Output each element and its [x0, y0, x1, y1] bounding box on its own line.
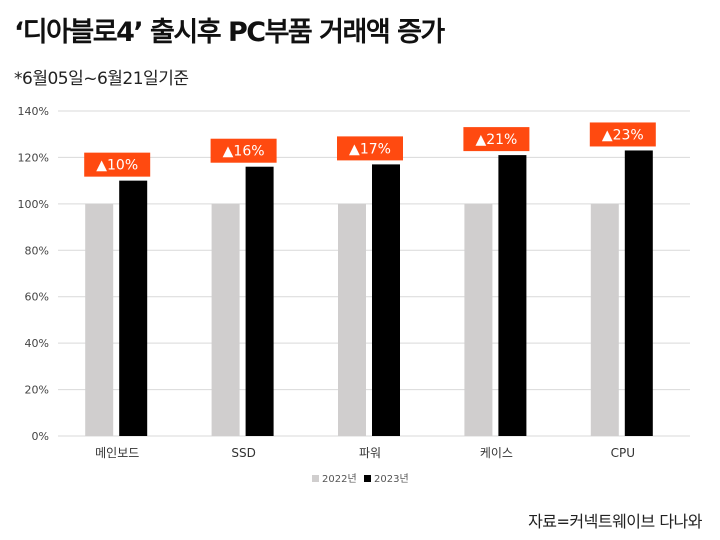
increase-badge [210, 138, 277, 163]
bar-2022 [464, 203, 493, 436]
y-tick-label: 60% [25, 291, 49, 304]
x-tick-label: CPU [611, 446, 635, 460]
chart-title: ‘디아블로4’ 출시후 PC부품 거래액 증가 [14, 17, 445, 48]
legend-label-2022: 2022년 [322, 473, 357, 485]
bar-2022 [338, 203, 366, 436]
increase-badge [337, 136, 403, 161]
y-tick-label: 0% [32, 430, 49, 443]
x-tick-label: 케이스 [480, 446, 513, 460]
legend-label-2023: 2023년 [374, 473, 409, 485]
y-tick-label: 20% [25, 384, 49, 397]
x-tick-label: SSD [231, 446, 255, 460]
bar-2022 [85, 203, 114, 436]
y-tick-label: 120% [18, 151, 49, 164]
chart-subtitle: *6월05일~6월21일기준 [14, 69, 189, 89]
increase-badge [589, 122, 656, 147]
bars [85, 150, 653, 436]
y-tick-label: 40% [25, 337, 49, 350]
bar-2023 [498, 155, 527, 436]
increase-badge-label: ▲17% [349, 141, 391, 157]
labels: 0% 20% 40% 60% 80% 100% 120% 140% ▲10% 메인보드 ▲16% SS… [18, 105, 656, 460]
source-note: 자료=커넥트웨이브 다나와 [528, 512, 702, 531]
y-tick-label: 140% [18, 105, 49, 118]
legend-swatch-2022 [312, 475, 319, 482]
increase-badge-label: ▲23% [602, 127, 644, 143]
x-tick-label: 파워 [359, 446, 381, 460]
y-tick-label: 80% [25, 244, 49, 257]
bar-2023 [245, 166, 274, 436]
increase-badge-label: ▲21% [475, 132, 517, 148]
x-tick-label: 메인보드 [95, 446, 139, 460]
bar-2023 [624, 150, 653, 436]
increase-badge-label: ▲10% [96, 158, 138, 174]
bar-2023 [119, 180, 148, 436]
increase-badge [463, 127, 530, 152]
y-tick-label: 100% [18, 198, 49, 211]
increase-badge [84, 152, 151, 177]
bar-2023 [372, 164, 400, 436]
increase-badge-label: ▲16% [223, 144, 265, 160]
bar-2022 [590, 203, 619, 436]
legend-swatch-2023 [364, 475, 371, 482]
bar-2022 [211, 203, 240, 436]
legend: 2022년 2023년 [312, 473, 409, 485]
